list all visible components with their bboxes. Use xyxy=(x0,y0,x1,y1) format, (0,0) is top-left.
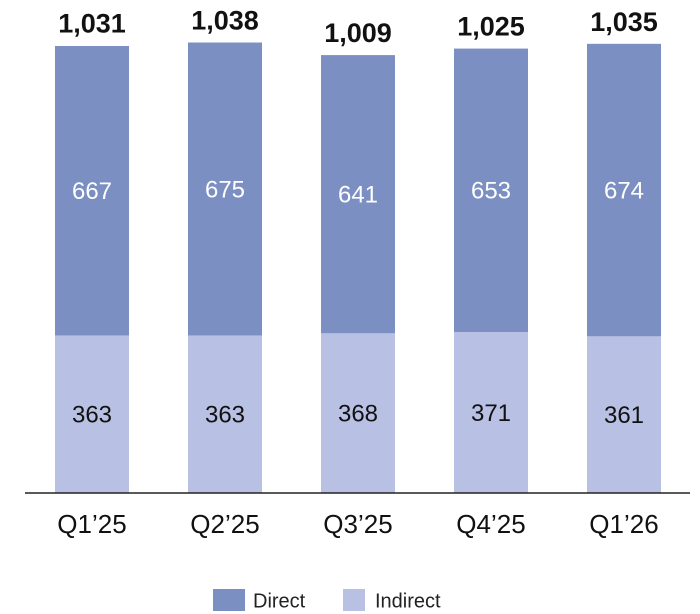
segment-label: 371 xyxy=(471,400,511,427)
segment-label: 363 xyxy=(72,402,112,429)
bar-segment xyxy=(55,335,129,493)
bar-segment xyxy=(454,331,528,493)
total-label: 1,025 xyxy=(457,11,525,41)
bar-segment xyxy=(188,335,262,493)
segment-label: 667 xyxy=(72,178,112,205)
bar-segment xyxy=(321,333,395,493)
x-tick-label: Q4’25 xyxy=(456,509,525,539)
segment-label: 363 xyxy=(205,402,245,429)
x-tick-label: Q2’25 xyxy=(190,509,259,539)
segment-label: 641 xyxy=(338,182,378,209)
bar-segment xyxy=(321,55,395,334)
total-label: 1,035 xyxy=(590,7,658,37)
total-label: 1,009 xyxy=(324,18,392,48)
legend-label: Indirect xyxy=(375,590,441,612)
segment-label: 674 xyxy=(604,177,644,204)
bar-segment xyxy=(55,45,129,336)
legend-swatch xyxy=(213,589,245,611)
total-label: 1,038 xyxy=(191,6,259,36)
legend-label: Direct xyxy=(253,590,306,612)
bar-segment xyxy=(587,336,661,493)
x-tick-label: Q3’25 xyxy=(323,509,392,539)
segment-label: 675 xyxy=(205,176,245,203)
bar-segment xyxy=(188,42,262,336)
bar-segment xyxy=(454,48,528,332)
legend-swatch xyxy=(343,589,365,611)
x-tick-label: Q1’25 xyxy=(57,509,126,539)
x-tick-label: Q1’26 xyxy=(589,509,658,539)
segment-label: 368 xyxy=(338,400,378,427)
total-label: 1,031 xyxy=(58,9,126,39)
bar-segment xyxy=(587,43,661,337)
segment-label: 361 xyxy=(604,402,644,429)
segment-label: 653 xyxy=(471,178,511,205)
